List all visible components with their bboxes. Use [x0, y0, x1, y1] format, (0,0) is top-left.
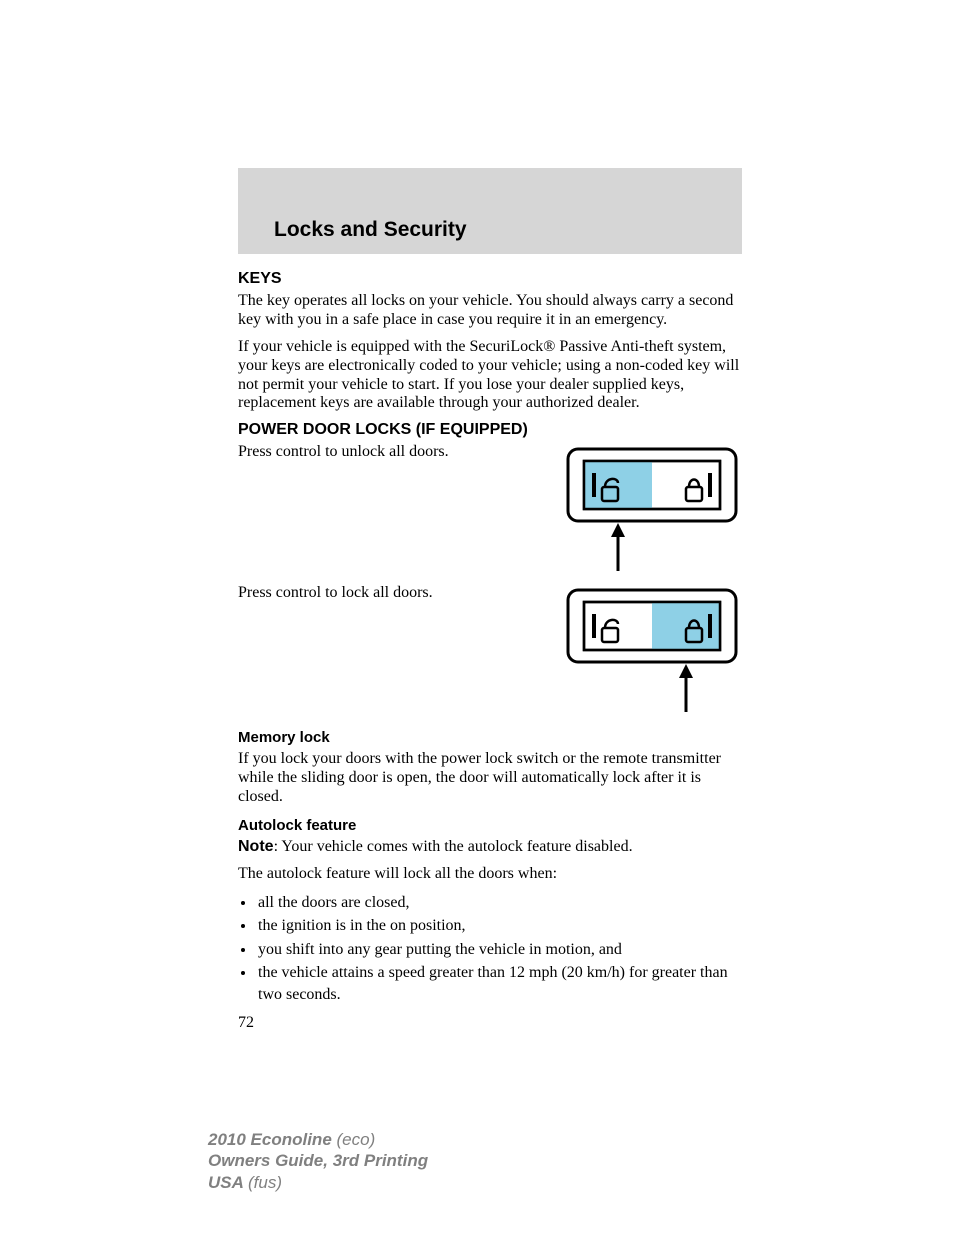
footer: 2010 Econoline (eco) Owners Guide, 3rd P… [208, 1129, 428, 1193]
footer-line-1: 2010 Econoline (eco) [208, 1129, 428, 1150]
list-item: all the doors are closed, [256, 892, 742, 914]
heading-autolock: Autolock feature [238, 817, 742, 834]
list-item: you shift into any gear putting the vehi… [256, 939, 742, 961]
heading-keys: KEYS [238, 270, 742, 288]
section-header: Locks and Security [238, 168, 742, 254]
lock-row: Press control to lock all doors. [238, 584, 742, 719]
keys-para-2: If your vehicle is equipped with the Sec… [238, 338, 742, 414]
lock-diagram [562, 584, 742, 719]
section-header-title: Locks and Security [274, 218, 467, 242]
unlock-text: Press control to unlock all doors. [238, 443, 542, 462]
unlock-diagram [562, 443, 742, 578]
heading-power-locks: POWER DOOR LOCKS (IF EQUIPPED) [238, 421, 742, 439]
memory-lock-para: If you lock your doors with the power lo… [238, 750, 742, 807]
note-label: Note [238, 838, 274, 855]
page-number: 72 [238, 1014, 742, 1032]
footer-line-2: Owners Guide, 3rd Printing [208, 1150, 428, 1171]
unlock-row: Press control to unlock all doors. [238, 443, 742, 578]
list-item: the vehicle attains a speed greater than… [256, 962, 742, 1005]
list-item: the ignition is in the on position, [256, 915, 742, 937]
page-content: KEYS The key operates all locks on your … [238, 264, 742, 1032]
keys-para-1: The key operates all locks on your vehic… [238, 292, 742, 330]
heading-memory-lock: Memory lock [238, 729, 742, 746]
note-rest: : Your vehicle comes with the autolock f… [274, 838, 633, 855]
autolock-bullets: all the doors are closed, the ignition i… [256, 892, 742, 1006]
lock-text: Press control to lock all doors. [238, 584, 542, 603]
autolock-para-2: The autolock feature will lock all the d… [238, 865, 742, 884]
footer-line-3: USA (fus) [208, 1172, 428, 1193]
autolock-note: Note: Your vehicle comes with the autolo… [238, 838, 742, 857]
